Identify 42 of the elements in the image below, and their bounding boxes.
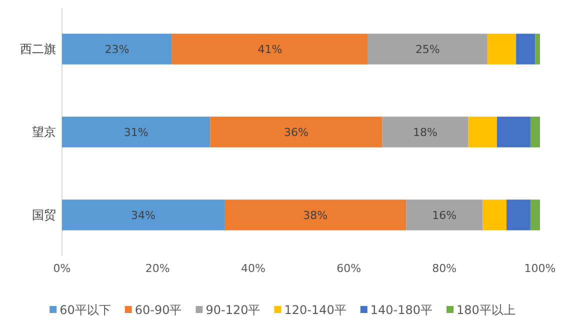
x-tick-label: 20% [145,262,170,275]
data-label: 34% [131,208,156,222]
bar [535,34,540,64]
bar [468,116,497,148]
bar [62,116,210,148]
bar [482,200,507,230]
bar [530,116,540,148]
bar [530,200,540,230]
bar [382,116,468,148]
x-tick-label: 100% [524,262,556,275]
legend-label: 180平以上 [456,303,516,318]
bar [368,34,488,64]
bar [172,34,368,64]
data-label: 18% [413,126,438,139]
legend-label: 60平以下 [60,303,111,318]
x-tick-label: 0% [53,262,71,275]
bar [496,116,530,148]
bar [506,200,530,230]
bar [406,200,483,230]
x-tick-label: 40% [240,262,266,275]
data-label: 41% [258,42,282,56]
bar [210,116,382,148]
y-tick-label: 国贸 [32,208,56,222]
data-label: 23% [104,42,130,56]
bar [487,34,516,64]
y-tick-label: 望京 [32,124,56,139]
bar [62,34,172,64]
y-tick-label: 西二旗 [20,42,56,56]
x-tick-label: 60% [336,262,362,275]
bar [516,34,536,64]
legend-label: 60-90平 [134,303,182,318]
bar [62,200,225,230]
x-tick-label: 80% [432,262,457,275]
data-label: 38% [303,208,328,222]
legend-label: 90-120平 [206,303,260,318]
legend-label: 120-140平 [284,303,346,318]
bar [224,200,406,230]
data-label: 36% [284,126,308,139]
data-label: 31% [124,126,148,139]
data-label: 25% [415,42,440,56]
data-label: 16% [432,208,457,222]
legend-label: 140-180平 [370,303,433,318]
